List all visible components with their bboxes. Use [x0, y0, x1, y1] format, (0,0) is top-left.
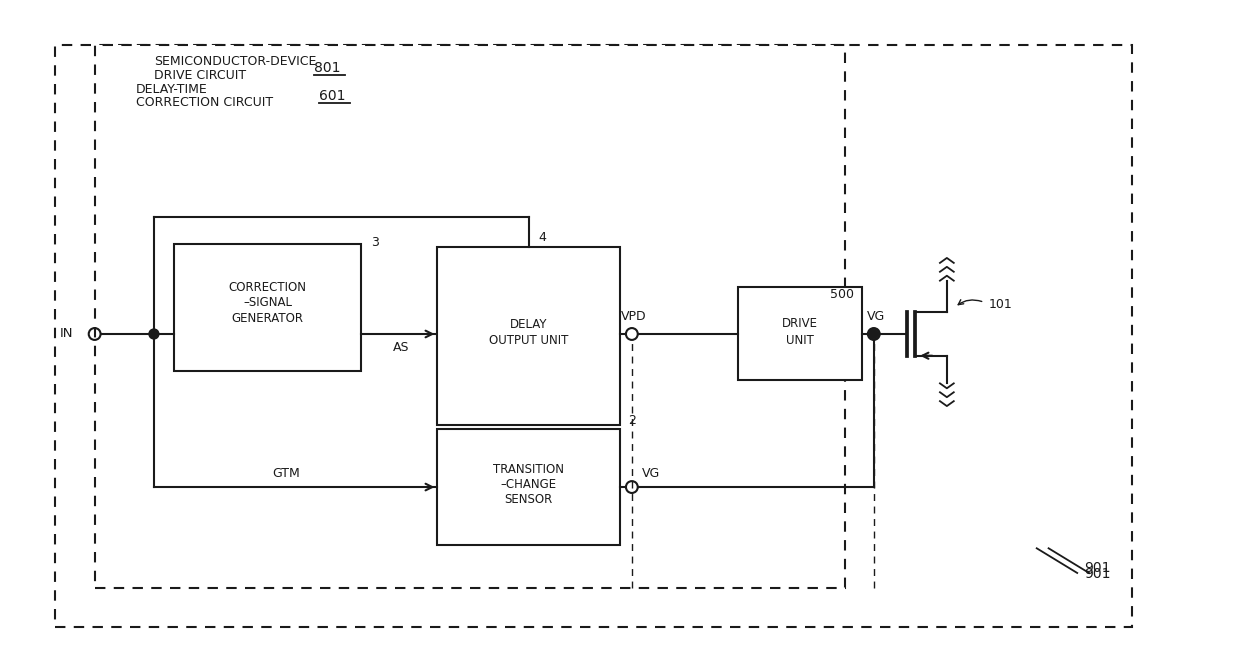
Text: OUTPUT UNIT: OUTPUT UNIT — [489, 334, 568, 348]
Text: 500: 500 — [831, 288, 854, 301]
Bar — [94, 45, 846, 588]
Text: SEMICONDUCTOR-DEVICE: SEMICONDUCTOR-DEVICE — [154, 55, 316, 68]
Text: CORRECTION: CORRECTION — [228, 281, 306, 294]
Bar — [438, 247, 620, 425]
Text: CORRECTION CIRCUIT: CORRECTION CIRCUIT — [136, 97, 273, 109]
Bar — [55, 45, 1132, 627]
Text: 901: 901 — [1084, 561, 1111, 575]
Text: DRIVE CIRCUIT: DRIVE CIRCUIT — [154, 69, 246, 82]
Text: IN: IN — [60, 328, 73, 340]
Text: 901: 901 — [1084, 567, 1111, 581]
Text: VG: VG — [642, 467, 660, 480]
Text: AS: AS — [393, 341, 409, 354]
Text: GENERATOR: GENERATOR — [232, 312, 304, 325]
Text: DELAY: DELAY — [510, 318, 547, 330]
Circle shape — [149, 329, 159, 339]
Text: SENSOR: SENSOR — [505, 494, 553, 506]
Text: VG: VG — [867, 310, 885, 323]
Text: 3: 3 — [371, 236, 379, 248]
Circle shape — [869, 329, 879, 339]
Bar — [739, 286, 862, 380]
Text: DRIVE: DRIVE — [782, 317, 818, 330]
Text: UNIT: UNIT — [786, 334, 815, 347]
Text: TRANSITION: TRANSITION — [494, 463, 564, 476]
Bar — [438, 429, 620, 545]
Text: –CHANGE: –CHANGE — [501, 478, 557, 491]
Text: 601: 601 — [319, 89, 345, 103]
Bar — [174, 244, 361, 370]
Text: VPD: VPD — [621, 310, 646, 323]
Text: 101: 101 — [988, 298, 1012, 311]
Text: –SIGNAL: –SIGNAL — [243, 296, 291, 309]
Text: 2: 2 — [627, 414, 636, 428]
Text: 4: 4 — [538, 230, 547, 244]
Text: GTM: GTM — [272, 467, 300, 480]
Text: DELAY-TIME: DELAY-TIME — [136, 83, 208, 96]
Text: 801: 801 — [314, 61, 340, 75]
